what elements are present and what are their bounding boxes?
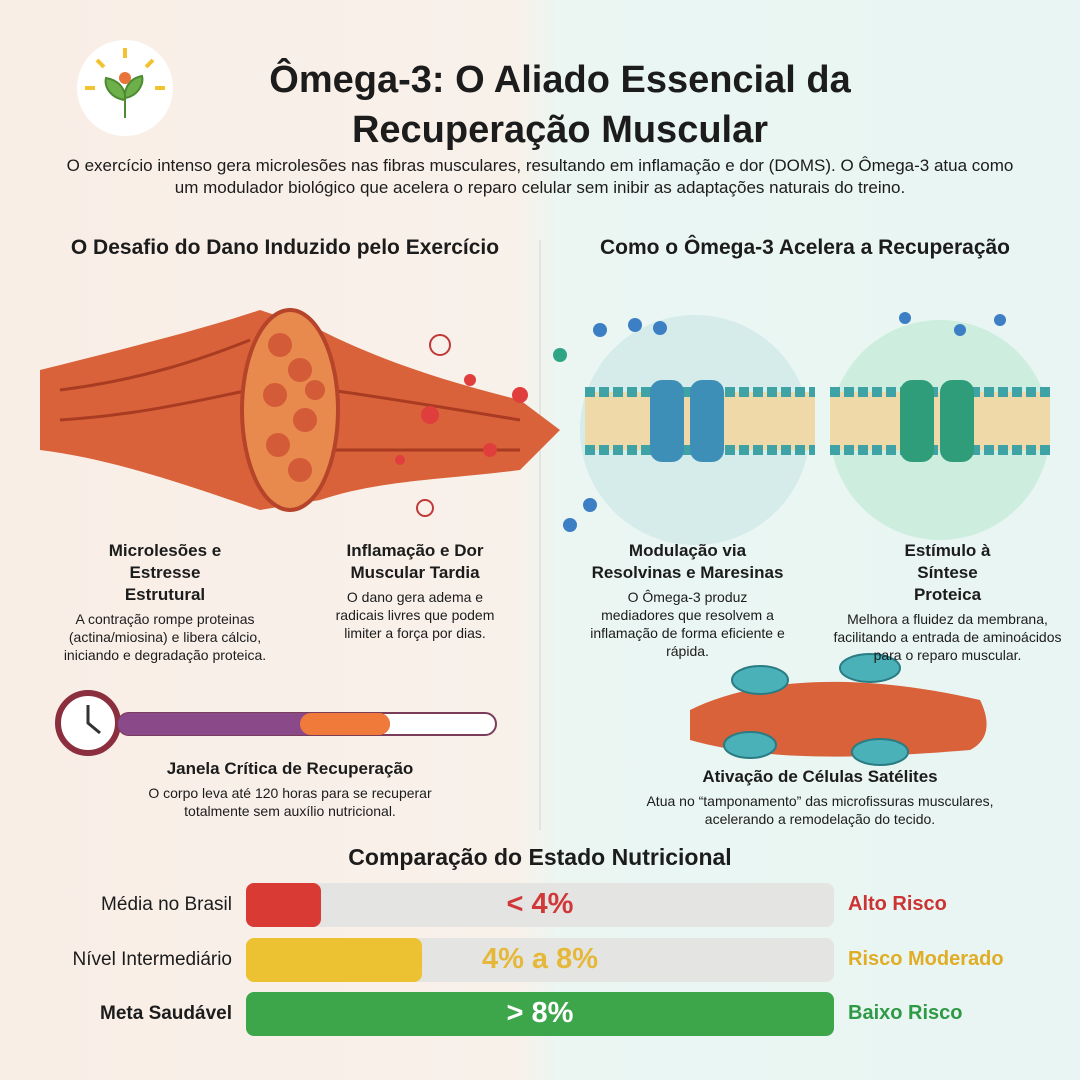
section-heading: O Desafio do Dano Induzido pelo Exercíci…	[70, 236, 500, 259]
satellite-info: Ativação de Células Satélites Atua no “t…	[620, 766, 1020, 828]
item-text: O Ômega-3 produz mediadores que resolvem…	[590, 589, 785, 659]
row-fill	[246, 992, 834, 1036]
satellite-cells	[723, 653, 909, 766]
item: Estímulo à Síntese Proteica Melhora a fl…	[830, 540, 1065, 664]
comparison-row: Nível Intermediário 4% a 8% Risco Modera…	[0, 938, 1080, 982]
row-label: Meta Saudável	[100, 1003, 232, 1024]
row-range: < 4%	[506, 888, 574, 920]
item-text: A contração rompe proteinas (actina/mios…	[63, 611, 267, 663]
logo-leaf	[104, 74, 144, 118]
row-risk: Alto Risco	[848, 893, 947, 915]
row-fill	[246, 883, 321, 927]
muscle-bundles	[263, 333, 325, 482]
row-track	[246, 883, 834, 927]
item: Microlesões e Estresse Estrutural A cont…	[55, 540, 275, 664]
row-fill	[246, 938, 422, 982]
row-range: 4% a 8%	[481, 943, 599, 975]
comparison-title: Comparação do Estado Nutricional	[348, 844, 732, 870]
progress-fill-end	[300, 713, 390, 735]
item-text: O corpo leva até 120 horas para se recup…	[148, 785, 432, 819]
item-text: Melhora a fluidez da membrana, facilitan…	[833, 611, 1062, 663]
row-risk: Risco Moderado	[848, 948, 1004, 970]
logo-dot	[119, 72, 131, 84]
section-heading: Como o Ômega-3 Acelera a Recuperação	[599, 236, 1011, 259]
comparison-row: Média no Brasil < 4% Alto Risco	[0, 883, 1080, 927]
title-line: Ômega-3: O Aliado Essencial da	[269, 59, 851, 101]
row-risk: Baixo Risco	[848, 1002, 963, 1024]
title: Ômega-3: O Aliado Essencial da Recuperaç…	[190, 55, 930, 155]
item-title: Modulação via Resolvinas e Maresinas	[591, 541, 784, 582]
row-label: Média no Brasil	[101, 894, 232, 915]
item-text: O dano gera adema e radicais livres que …	[335, 589, 495, 641]
item: Modulação via Resolvinas e Maresinas O Ô…	[570, 540, 805, 660]
membrane-2	[830, 320, 1050, 540]
row-label: Nível Intermediário	[72, 949, 232, 970]
intro: O exercício intenso gera microlesões nas…	[66, 156, 1014, 197]
item-title: Microlesões e Estresse Estrutural	[108, 541, 222, 604]
row-track	[246, 938, 834, 982]
item: Inflamação e Dor Muscular Tardia O dano …	[315, 540, 515, 642]
row-range: > 8%	[506, 997, 574, 1029]
title-line: Recuperação Muscular	[351, 109, 769, 151]
recovery-window: Janela Crítica de Recuperação O corpo le…	[95, 758, 485, 820]
molecules	[553, 312, 1006, 532]
clock-hands	[86, 705, 101, 735]
row-track	[246, 992, 834, 1036]
item-text: Atua no “tamponamento” das microfissuras…	[646, 793, 994, 827]
membrane-1	[580, 315, 815, 545]
comparison-row: Meta Saudável > 8% Baixo Risco	[0, 992, 1080, 1036]
item-title: Janela Crítica de Recuperação	[166, 759, 414, 778]
item-title: Ativação de Células Satélites	[702, 767, 938, 786]
inflammation-dots	[395, 334, 528, 517]
item-title: Estímulo à Síntese Proteica	[904, 541, 991, 604]
muscle-fibers	[59, 338, 521, 452]
logo-rays	[85, 48, 165, 90]
item-title: Inflamação e Dor Muscular Tardia	[346, 541, 484, 582]
muscle-section	[240, 308, 340, 512]
